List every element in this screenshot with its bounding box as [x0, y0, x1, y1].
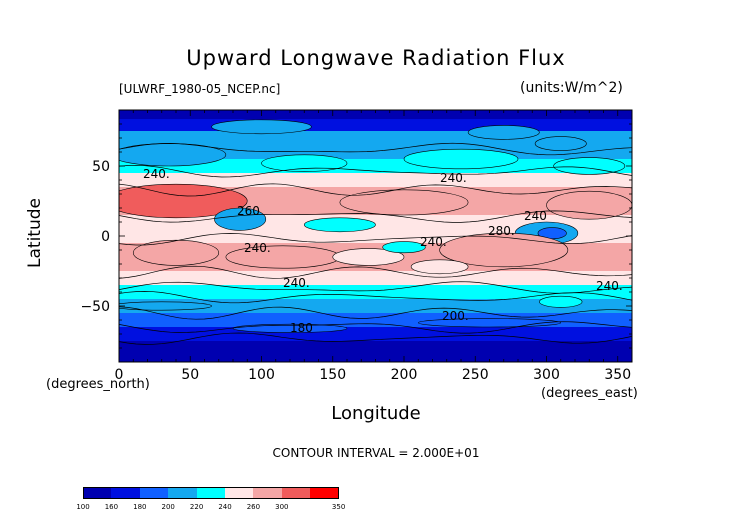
y-tick-label: −50	[80, 299, 110, 315]
x-tick-label: 100	[248, 367, 275, 383]
contour-label: 240.	[244, 241, 271, 255]
contour-line	[119, 233, 632, 246]
y-tick-label: 50	[92, 159, 110, 175]
lat-band	[119, 110, 632, 120]
contour-label: 180	[290, 321, 313, 335]
anomaly-blob	[225, 245, 341, 269]
lat-band	[119, 355, 632, 362]
x-axis-label: Longitude	[331, 403, 421, 424]
anomaly-blob	[553, 157, 626, 175]
contour-line	[119, 281, 632, 294]
colorbar-segment	[139, 487, 169, 499]
lat-band	[119, 327, 632, 342]
colorbar-label: 200	[161, 503, 175, 511]
colorbar-label: 160	[104, 503, 119, 511]
colorbar-segment	[168, 487, 198, 499]
lat-band	[119, 341, 632, 356]
axis-ticks: 0 50 100 150 200 250 300 350 50 0 −50	[80, 109, 633, 383]
anomaly-blob	[303, 217, 376, 233]
contour-label: 240.	[420, 235, 447, 249]
x-tick-label: 200	[391, 367, 418, 383]
units-label: (units:W/m^2)	[520, 80, 623, 96]
colorbar-segment	[83, 487, 112, 499]
contour-label: 240.	[143, 167, 170, 181]
lat-band	[119, 271, 632, 286]
colorbar-segment	[111, 487, 141, 499]
anomaly-blob	[119, 183, 248, 219]
x-unit-label: (degrees_north)	[46, 377, 150, 392]
y-axis-label: Latitude	[25, 198, 45, 268]
anomaly-blob	[546, 190, 632, 220]
colorbar-segment	[196, 487, 226, 499]
contour-label: 240.	[283, 276, 310, 290]
x-tick-label: 350	[604, 367, 631, 383]
x-tick-label: 0	[115, 367, 124, 383]
anomaly-blob	[214, 207, 267, 231]
anomaly-blob	[534, 136, 587, 151]
anomaly-blob	[332, 248, 405, 266]
contour-label: 280.	[488, 224, 515, 238]
x-tick-label: 300	[533, 367, 560, 383]
colorbar-label: 180	[133, 503, 147, 511]
anomaly-blob	[261, 154, 348, 172]
contour-line	[119, 210, 632, 223]
contour-line	[119, 306, 632, 320]
contour-label: 240	[524, 209, 547, 223]
x-tick-label: 150	[319, 367, 346, 383]
anomaly-blob	[439, 232, 569, 268]
anomaly-blob	[417, 318, 562, 328]
colorbar-label: 300	[275, 503, 289, 511]
contour-line	[119, 142, 632, 156]
anomaly-blob	[403, 148, 519, 170]
colorbar-segment	[253, 487, 283, 499]
lat-band	[119, 173, 632, 188]
anomaly-blob	[211, 119, 312, 135]
x-tick-label: 50	[181, 367, 199, 383]
contour-labels: 240. 260 240. 240. 240. 240 240. 280. 240. 200. 18…	[143, 167, 623, 335]
colorbar-label: 240	[218, 503, 232, 511]
anomaly-blob	[132, 239, 220, 266]
x-unit-label-east: (degrees_east)	[541, 386, 638, 401]
contour-line	[119, 183, 632, 197]
colorbar-segment	[310, 487, 340, 499]
colorbar-label: 220	[189, 503, 204, 511]
colorbar-label: 100	[76, 503, 90, 511]
x-tick-label: 250	[462, 367, 489, 383]
regional-anomalies	[119, 119, 632, 333]
colorbar-label: 350	[331, 503, 346, 511]
lat-band	[119, 119, 632, 132]
anomaly-blob	[232, 323, 348, 333]
contour-lines	[119, 142, 632, 345]
contour-label: 240.	[440, 171, 467, 185]
contour-label: 200.	[442, 309, 469, 323]
anomaly-blob	[467, 125, 540, 140]
colorbar-segment	[281, 487, 311, 499]
contour-line	[119, 291, 632, 304]
contour-line	[119, 164, 632, 178]
contour-interval-text: CONTOUR INTERVAL = 2.000E+01	[272, 446, 480, 460]
anomaly-blob	[382, 241, 426, 254]
anomaly-blob	[410, 259, 469, 275]
colorbar-segment	[225, 487, 254, 499]
anomaly-blob	[339, 189, 469, 216]
chart-title: Upward Longwave Radiation Flux	[186, 46, 566, 70]
y-tick-label: 0	[101, 229, 110, 245]
contour-line	[119, 332, 632, 345]
anomaly-blob	[119, 301, 212, 311]
contour-label: 260	[237, 204, 260, 218]
contour-line	[119, 321, 632, 334]
colorbar-label: 260	[246, 503, 261, 511]
contour-line	[119, 265, 632, 279]
dataset-label: [ULWRF_1980-05_NCEP.nc]	[119, 82, 281, 96]
contour-label: 240.	[596, 279, 623, 293]
anomaly-blob	[539, 295, 583, 308]
